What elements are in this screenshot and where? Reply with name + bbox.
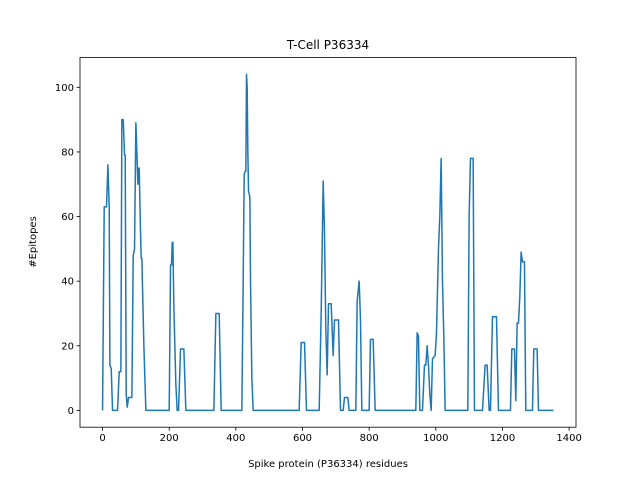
y-tick-label: 100: [55, 83, 74, 94]
x-tick-label: 800: [360, 433, 379, 444]
data-line: [101, 73, 554, 412]
y-tick-label: 80: [61, 147, 74, 158]
axes-frame: [79, 57, 577, 428]
x-tick-label: 0: [99, 433, 105, 444]
x-tick-label: 400: [226, 433, 245, 444]
y-tick-label: 40: [61, 277, 74, 288]
chart-title: T-Cell P36334: [286, 38, 369, 52]
x-tick-label: 1000: [423, 433, 448, 444]
x-tick-label: 200: [160, 433, 179, 444]
x-tick-label: 1400: [556, 433, 581, 444]
y-axis-label: #Epitopes: [28, 216, 39, 268]
y-tick-label: 60: [61, 212, 74, 223]
y-tick-label: 0: [68, 406, 74, 417]
x-tick-label: 600: [293, 433, 312, 444]
y-tick-label: 20: [61, 341, 74, 352]
x-axis-label: Spike protein (P36334) residues: [248, 459, 408, 470]
x-tick-label: 1200: [490, 433, 515, 444]
